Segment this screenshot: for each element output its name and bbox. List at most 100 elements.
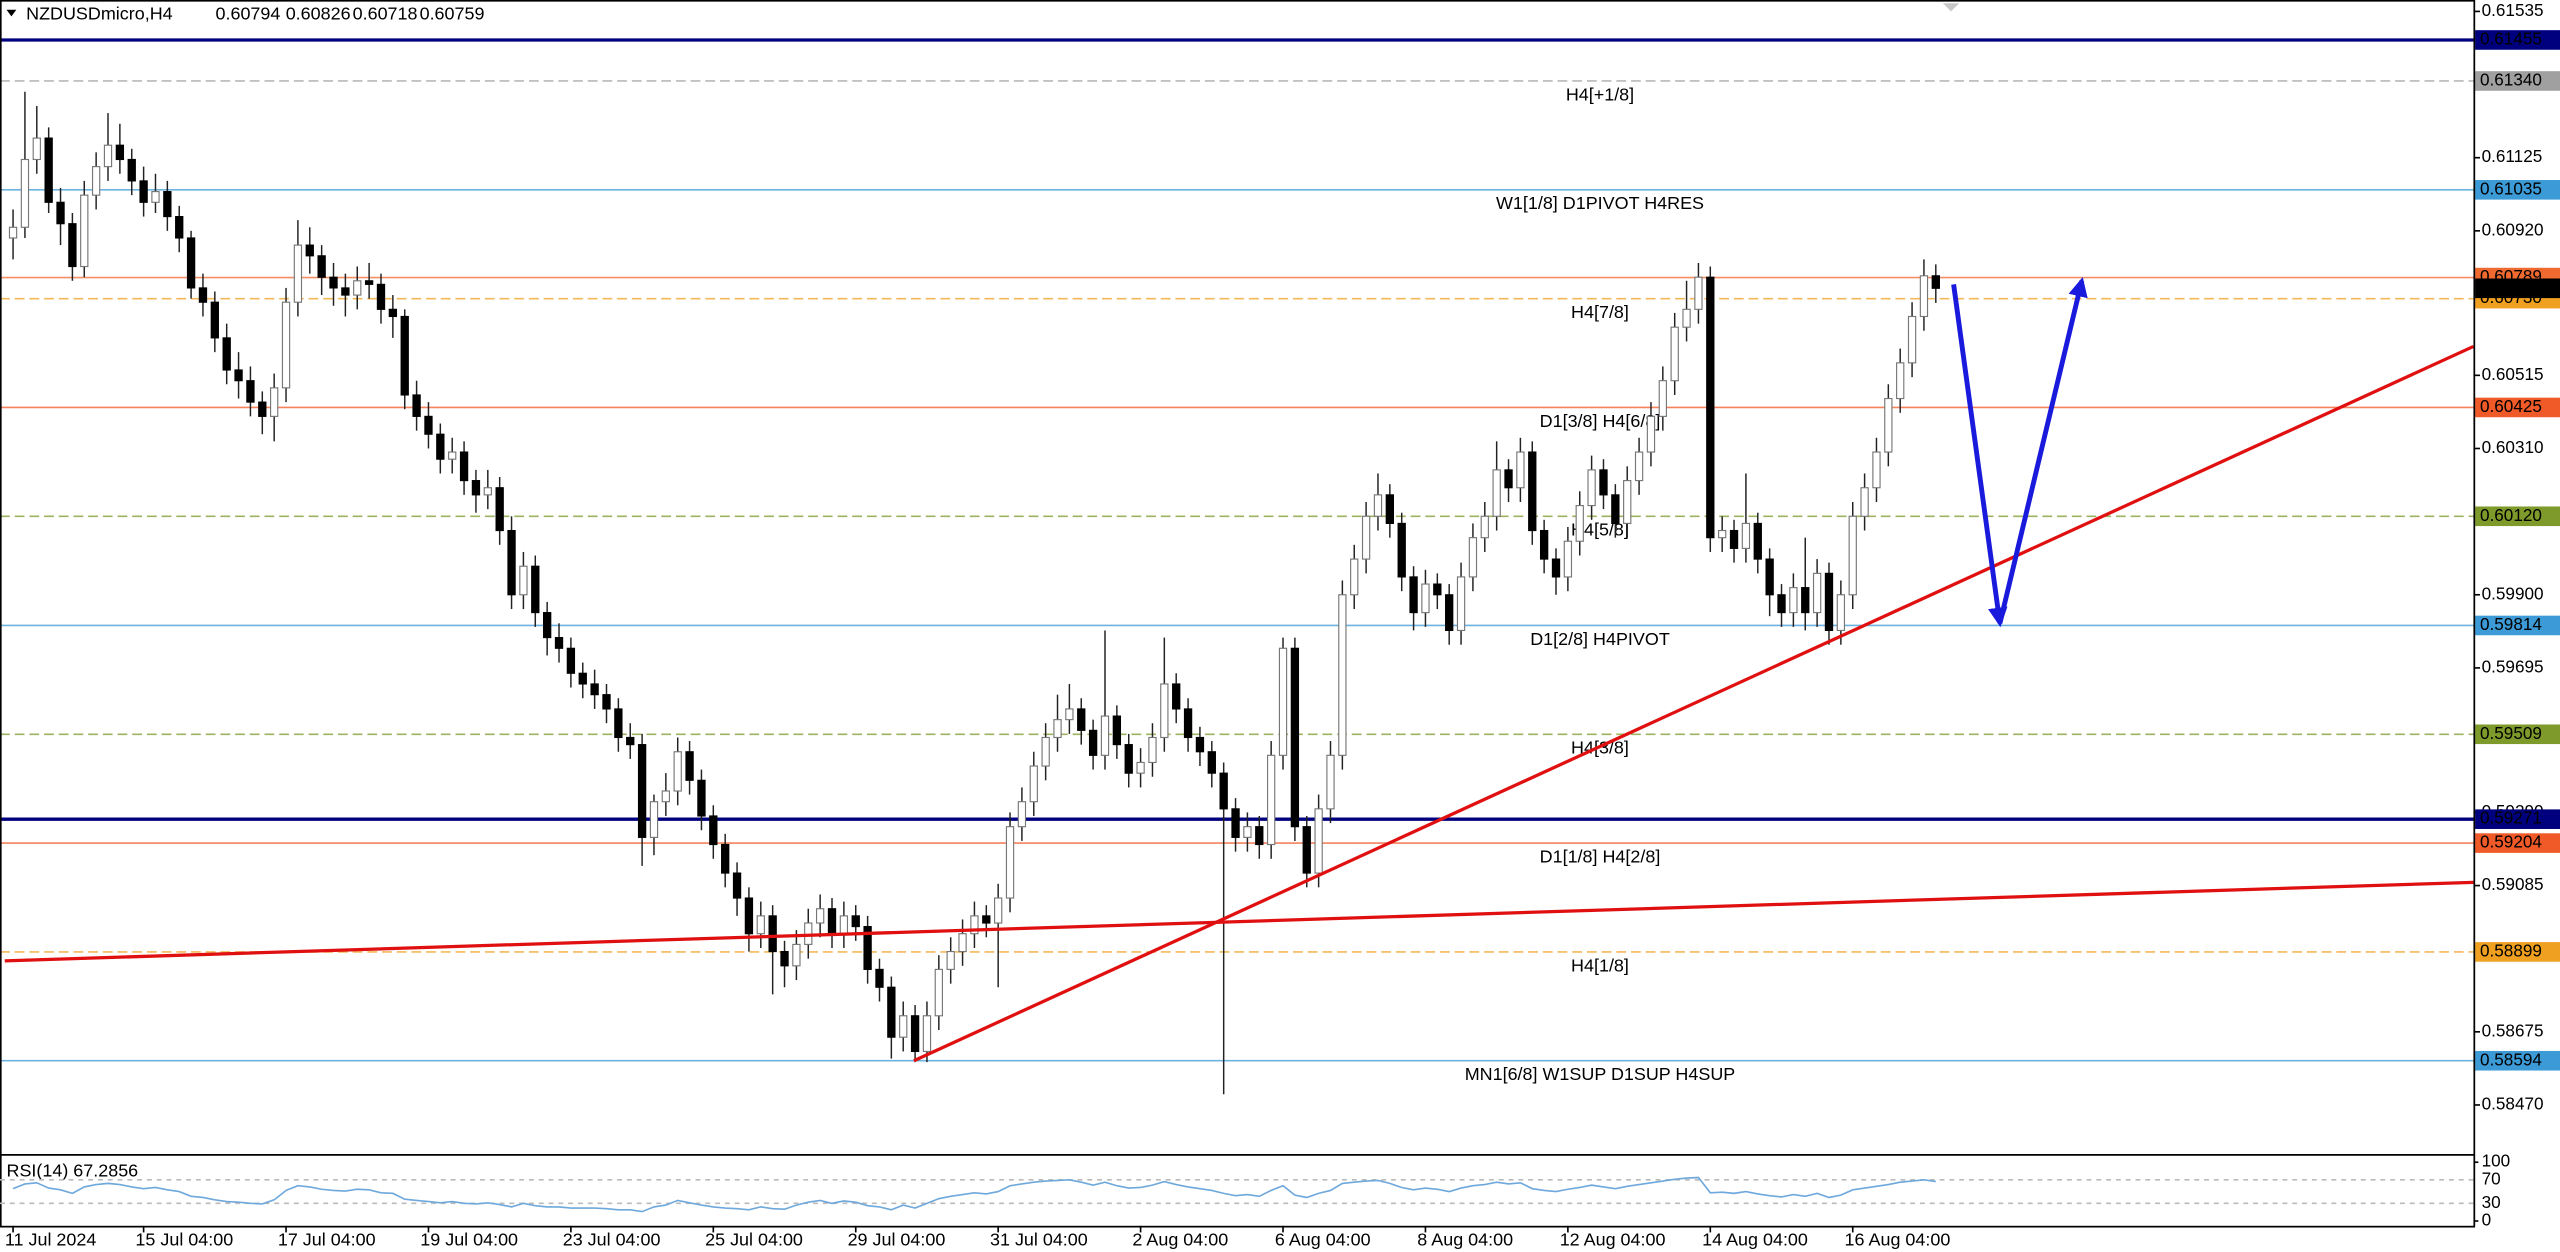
scroll-marker bbox=[1942, 3, 1960, 12]
candle-body bbox=[875, 968, 884, 988]
candle-body bbox=[329, 276, 338, 289]
arrow-line bbox=[1951, 284, 2008, 628]
candle-body bbox=[1611, 494, 1620, 524]
open-value: 0.60794 bbox=[216, 3, 281, 23]
candle-body bbox=[578, 672, 587, 685]
candle-body bbox=[1397, 522, 1406, 578]
level-text: D1[2/8] H4PIVOT bbox=[1530, 629, 1670, 649]
candle-body bbox=[1160, 683, 1169, 739]
candle-body bbox=[602, 694, 611, 710]
candle-body bbox=[376, 283, 386, 310]
candle-body bbox=[863, 926, 872, 970]
candle-body bbox=[1195, 736, 1205, 753]
candle-body bbox=[448, 451, 457, 460]
candle-body bbox=[1421, 583, 1430, 614]
candle-body bbox=[1492, 469, 1501, 517]
menu-triangle[interactable] bbox=[6, 9, 17, 17]
candle-body bbox=[709, 815, 718, 846]
candle-body bbox=[1112, 715, 1122, 746]
candle-body bbox=[246, 380, 255, 403]
candle-body bbox=[1694, 276, 1703, 310]
candle-body bbox=[1765, 558, 1774, 596]
rsi-panel bbox=[0, 1176, 2474, 1213]
candle-body bbox=[1812, 572, 1822, 614]
candle-body bbox=[1041, 736, 1050, 767]
candle-body bbox=[1433, 583, 1442, 596]
x-tick-label: 25 Jul 04:00 bbox=[705, 1229, 803, 1249]
candle-body bbox=[234, 369, 243, 382]
candle-body bbox=[1741, 522, 1751, 549]
candle-body bbox=[1836, 594, 1846, 632]
candle-body bbox=[8, 226, 18, 239]
candle-body bbox=[1373, 494, 1383, 517]
x-tick-label: 29 Jul 04:00 bbox=[848, 1229, 946, 1249]
candle-body bbox=[1005, 826, 1015, 899]
candle-body bbox=[163, 191, 172, 218]
x-tick-label: 15 Jul 04:00 bbox=[135, 1229, 233, 1249]
level-text: H4[7/8] bbox=[1571, 302, 1629, 322]
level-price-label: 0.59271 bbox=[2480, 808, 2542, 828]
level-price-label: 0.60120 bbox=[2480, 505, 2542, 525]
candle-body bbox=[614, 708, 623, 739]
candle-body bbox=[827, 908, 837, 935]
candle-body bbox=[1124, 744, 1133, 774]
x-tick-label: 2 Aug 04:00 bbox=[1132, 1229, 1228, 1249]
candle-body bbox=[1065, 708, 1074, 721]
candle-body bbox=[1670, 326, 1679, 382]
candle-body bbox=[1551, 558, 1561, 578]
candle-body bbox=[1646, 415, 1656, 453]
level-text: D1[3/8] H4[6/8] bbox=[1540, 411, 1661, 431]
level-text: H4[5/8] bbox=[1571, 520, 1629, 540]
y-tick-label: 0.61535 bbox=[2482, 0, 2544, 20]
candle-body bbox=[1801, 587, 1810, 614]
candle-body bbox=[341, 287, 350, 296]
rsi-tick-label: 0 bbox=[2482, 1210, 2492, 1230]
candle-body bbox=[471, 480, 481, 496]
last-price-label-box bbox=[2475, 278, 2560, 299]
last-price-label: 0.60759 bbox=[2480, 277, 2542, 297]
candle-body bbox=[1623, 480, 1632, 524]
candle-body bbox=[1314, 808, 1323, 874]
level-price-label: 0.58899 bbox=[2480, 940, 2542, 960]
candle-body bbox=[1872, 451, 1881, 489]
header: NZDUSDmicro,H4 0.60794 0.60826 0.60718 0… bbox=[26, 3, 484, 23]
candle-body bbox=[1029, 765, 1038, 803]
candle-body bbox=[744, 897, 754, 935]
candle-body bbox=[1326, 754, 1335, 810]
candle-body bbox=[1148, 736, 1157, 764]
level-price-label: 0.61455 bbox=[2480, 28, 2542, 48]
level-price-label-box bbox=[2475, 506, 2560, 527]
candle-body bbox=[685, 751, 694, 781]
level-text: W1[1/8] D1PIVOT H4RES bbox=[1496, 193, 1704, 213]
candle-body bbox=[1456, 576, 1466, 632]
candle-body bbox=[495, 487, 504, 532]
level-text: H4[+1/8] bbox=[1566, 84, 1634, 104]
candle-body bbox=[1183, 708, 1193, 739]
candle-body bbox=[20, 158, 30, 228]
rsi-line bbox=[12, 1176, 1936, 1213]
candle-body bbox=[1290, 647, 1300, 828]
candle-body bbox=[946, 950, 955, 970]
candle-body bbox=[934, 968, 943, 1017]
candle-body bbox=[151, 191, 160, 203]
y-tick-label: 0.59695 bbox=[2482, 656, 2544, 676]
candle-body bbox=[210, 301, 219, 339]
candle-body bbox=[293, 244, 303, 303]
candle-body bbox=[1278, 647, 1288, 756]
x-tick-label: 17 Jul 04:00 bbox=[278, 1229, 376, 1249]
candle-body bbox=[32, 137, 41, 161]
level-price-label: 0.59204 bbox=[2480, 832, 2542, 852]
candle-body bbox=[388, 308, 398, 318]
candle-body bbox=[1468, 537, 1478, 578]
candle-body bbox=[1575, 504, 1584, 542]
x-tick-label: 31 Jul 04:00 bbox=[990, 1229, 1088, 1249]
symbol-title: NZDUSDmicro,H4 bbox=[26, 3, 173, 23]
candle-body bbox=[1907, 315, 1917, 364]
trend-line bbox=[913, 344, 2475, 1063]
candle-body bbox=[1528, 451, 1537, 532]
candle-body bbox=[661, 790, 671, 803]
candle-body bbox=[1563, 540, 1573, 578]
level-price-label: 0.60425 bbox=[2480, 396, 2542, 416]
rsi-tick-label: 70 bbox=[2482, 1168, 2501, 1188]
candle-body bbox=[815, 908, 825, 924]
